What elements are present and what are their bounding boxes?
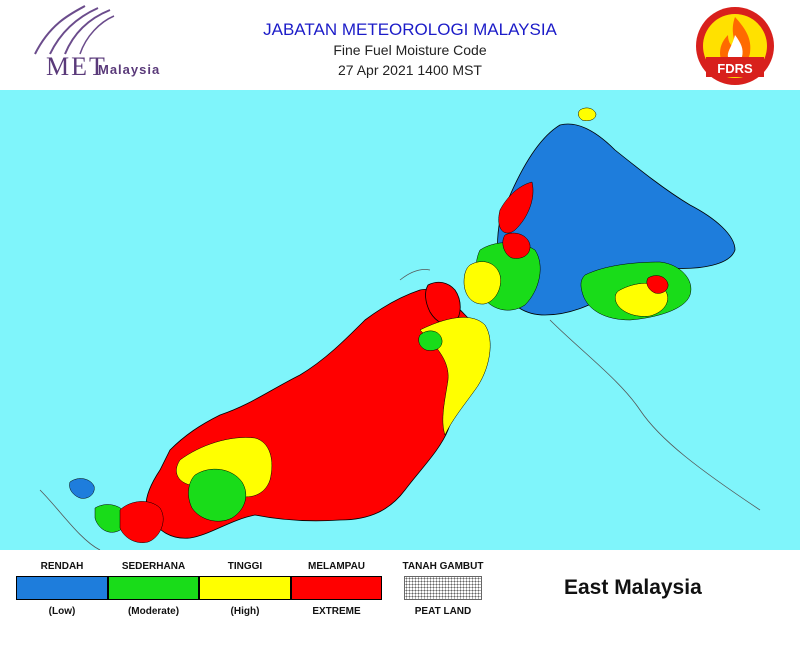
met-malaysia-logo [34,5,115,55]
legend-moderate-sublabel: (Moderate) [127,606,180,617]
legend-extreme-sublabel: EXTREME [312,606,361,617]
legend-low-swatch [16,576,108,600]
island-north [578,107,597,121]
legend-high-sublabel: (High) [230,606,260,617]
extreme-region-sabah-patch [502,232,531,259]
legend-peat-sublabel: PEAT LAND [414,606,472,617]
forecast-datetime: 27 Apr 2021 1400 MST [338,62,482,78]
product-title: Fine Fuel Moisture Code [333,42,487,58]
legend-peat-label: TANAH GAMBUT [402,561,484,572]
legend-moderate-swatch [108,576,199,600]
agency-title: JABATAN METEOROLOGI MALAYSIA [263,20,557,39]
high-region-sabah-west [463,261,501,305]
header: MET Malaysia JABATAN METEOROLOGI MALAYSI… [0,0,800,90]
kalimantan-border [39,269,761,550]
extreme-region-sabah-east [646,275,669,294]
legend-low-sublabel: (Low) [48,606,76,617]
legend-high-label: TINGGI [227,561,263,572]
low-region-tip [69,478,95,499]
moderate-region-southwest [188,468,247,522]
moderate-region-central [418,330,443,351]
legend-extreme-label: MELAMPAU [307,561,366,572]
fdrs-badge-text: FDRS [717,61,753,76]
legend-peat-swatch [404,576,482,600]
legend-moderate-label: SEDERHANA [121,561,186,572]
fdrs-logo: FDRS [696,7,774,85]
extreme-region-sabah-west [498,181,534,234]
legend-low-label: RENDAH [40,561,84,572]
fire-danger-map [0,90,800,550]
region-label: East Malaysia [564,576,702,599]
legend-extreme-swatch [291,576,382,600]
legend [0,550,800,650]
met-logo-text: MET [46,52,107,81]
met-logo-subtext: Malaysia [98,62,161,77]
extreme-region-west [119,501,164,543]
legend-high-swatch [199,576,291,600]
